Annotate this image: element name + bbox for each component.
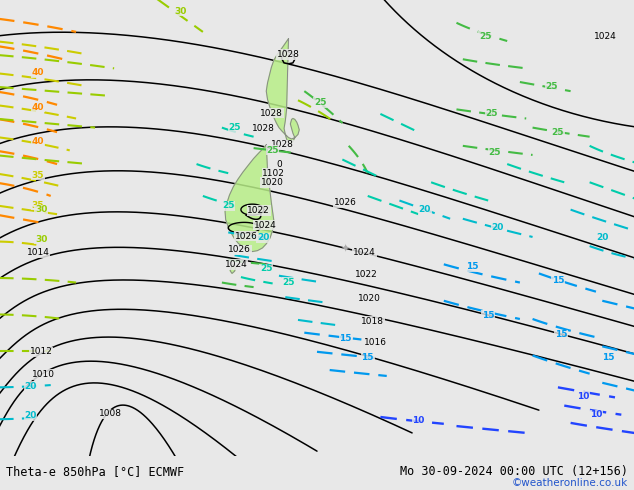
Text: 1020: 1020 xyxy=(358,294,380,303)
Text: 25: 25 xyxy=(260,265,273,273)
Text: 1028: 1028 xyxy=(260,108,283,118)
Text: 25: 25 xyxy=(545,82,558,91)
Text: 35: 35 xyxy=(32,171,44,180)
Text: 25: 25 xyxy=(485,109,498,119)
Text: 20: 20 xyxy=(257,233,269,243)
Text: Theta-e 850hPa [°C] ECMWF: Theta-e 850hPa [°C] ECMWF xyxy=(6,465,184,478)
Text: 15: 15 xyxy=(482,311,495,320)
Text: 10: 10 xyxy=(577,392,590,401)
Text: 20: 20 xyxy=(491,223,504,232)
Text: ©weatheronline.co.uk: ©weatheronline.co.uk xyxy=(512,478,628,488)
Text: 25: 25 xyxy=(552,128,564,137)
Text: Mo 30-09-2024 00:00 UTC (12+156): Mo 30-09-2024 00:00 UTC (12+156) xyxy=(399,465,628,478)
Text: 20: 20 xyxy=(418,205,431,214)
Text: 1024: 1024 xyxy=(254,220,276,230)
Text: 25: 25 xyxy=(479,32,491,41)
Text: ✦: ✦ xyxy=(341,244,350,253)
Text: 15: 15 xyxy=(555,330,567,340)
Text: 40: 40 xyxy=(32,102,44,112)
Text: 25: 25 xyxy=(314,98,327,107)
Text: 15: 15 xyxy=(466,262,479,271)
Text: 1028: 1028 xyxy=(252,124,275,133)
Text: 40: 40 xyxy=(32,69,44,77)
Text: 25: 25 xyxy=(266,146,279,155)
Text: 25: 25 xyxy=(228,123,241,132)
Text: 0: 0 xyxy=(276,160,282,169)
Text: 25: 25 xyxy=(282,278,295,287)
Text: 1026: 1026 xyxy=(235,232,257,241)
Text: 1018: 1018 xyxy=(361,317,384,326)
Text: 25: 25 xyxy=(222,201,235,211)
Text: 15: 15 xyxy=(552,276,564,285)
Text: 1026: 1026 xyxy=(334,198,357,207)
Text: 1012: 1012 xyxy=(30,347,53,356)
Text: 1028: 1028 xyxy=(277,50,300,59)
Polygon shape xyxy=(266,39,299,144)
Text: 1016: 1016 xyxy=(364,338,387,347)
Text: 15: 15 xyxy=(361,353,374,362)
Text: 1024: 1024 xyxy=(594,32,617,41)
Text: 20: 20 xyxy=(24,411,37,420)
Text: 30: 30 xyxy=(35,235,48,244)
Text: 1022: 1022 xyxy=(355,270,378,279)
Text: 1024: 1024 xyxy=(353,248,376,257)
Text: 1102: 1102 xyxy=(262,169,285,178)
Text: 15: 15 xyxy=(602,353,615,362)
Text: 1020: 1020 xyxy=(261,178,284,187)
Text: 20: 20 xyxy=(596,233,609,243)
Text: 30: 30 xyxy=(174,7,187,16)
Text: 15: 15 xyxy=(339,334,352,343)
Text: 35: 35 xyxy=(32,200,44,210)
Text: 1014: 1014 xyxy=(27,248,49,257)
Text: 1028: 1028 xyxy=(271,141,294,149)
Text: 25: 25 xyxy=(488,148,501,157)
Polygon shape xyxy=(225,145,274,251)
Text: 10: 10 xyxy=(590,410,602,419)
Text: 40: 40 xyxy=(32,137,44,146)
Text: 1010: 1010 xyxy=(32,370,55,379)
Text: 1024: 1024 xyxy=(224,260,247,269)
Text: 1022: 1022 xyxy=(247,206,270,215)
Text: 1026: 1026 xyxy=(228,245,251,254)
Text: 10: 10 xyxy=(412,416,425,425)
Text: 1008: 1008 xyxy=(100,409,122,418)
Text: 30: 30 xyxy=(35,205,48,214)
Text: 20: 20 xyxy=(24,382,37,391)
Polygon shape xyxy=(230,264,236,273)
